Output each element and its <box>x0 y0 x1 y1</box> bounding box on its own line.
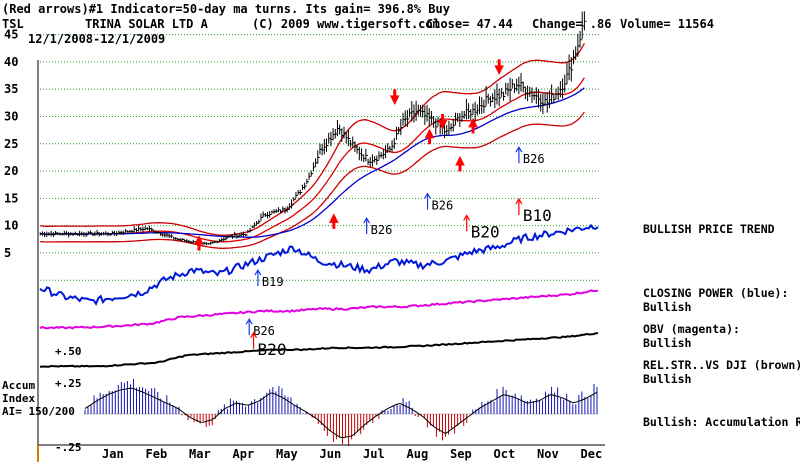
accum-ai-value: AI= 150/200 <box>2 405 75 418</box>
close-value: Close= 47.44 <box>426 17 513 31</box>
sell-arrow-red <box>494 59 504 75</box>
x-tick-label: Feb <box>146 447 168 461</box>
y-tick-label: 25 <box>4 137 18 151</box>
accum-ma-line <box>84 387 598 439</box>
change-value: Change= .86 <box>532 17 612 31</box>
signal-arrows: B26 B26 B20 B10 B26 B19 B26 B20 <box>194 59 552 359</box>
x-tick-label: Sep <box>450 447 472 461</box>
relstr-level-label: +.50 <box>55 345 82 358</box>
price-bands <box>40 42 585 249</box>
indicator-title: (Red arrows)#1 Indicator=50-day ma turns… <box>2 2 450 16</box>
signal-label: B10 <box>523 206 552 225</box>
y-tick-label: 30 <box>4 109 18 123</box>
signal-label: B26 <box>432 199 454 213</box>
relstr-line <box>39 332 599 368</box>
signal-label: B20 <box>258 340 287 359</box>
company-name: TRINA SOLAR LTD A <box>85 17 208 31</box>
y-tick-label: 10 <box>4 219 18 233</box>
lower-band <box>40 111 585 249</box>
y-tick-label: 5 <box>4 246 11 260</box>
signal-label: B19 <box>262 275 284 289</box>
axis-ticks: 5 10 15 20 25 30 35 40 45 Jan Feb Mar Apr May Jun Jul Au… <box>4 28 605 461</box>
y-tick-label: 15 <box>4 191 18 205</box>
indicator-lines: +.50 <box>39 223 599 368</box>
signal-label: B26 <box>371 223 393 237</box>
sell-arrow-red <box>437 113 448 130</box>
date-range: 12/1/2008-12/1/2009 <box>28 32 166 46</box>
moving-averages <box>40 77 585 243</box>
x-tick-label: Apr <box>233 447 255 461</box>
x-tick-label: Jul <box>363 447 385 461</box>
signal-label: B26 <box>253 324 275 338</box>
accum-top-level: +.25 <box>55 377 82 390</box>
x-tick-label: Mar <box>189 447 211 461</box>
signal-label: B20 <box>471 222 500 241</box>
obv-label: OBV (magenta): <box>643 322 740 336</box>
obv-line <box>39 289 599 330</box>
accum-summary: Bullish: Accumulation Rising <box>643 415 800 429</box>
x-tick-label: Dec <box>581 447 603 461</box>
y-tick-label: 40 <box>4 55 18 69</box>
y-tick-label: 20 <box>4 164 18 178</box>
signal-arrow <box>363 216 371 235</box>
upper-band <box>40 42 585 236</box>
price-bars <box>39 11 587 246</box>
x-tick-label: Jan <box>102 447 124 461</box>
x-tick-label: Jun <box>320 447 342 461</box>
accum-bottom-level: -.25 <box>55 441 82 454</box>
x-tick-label: Nov <box>537 447 559 461</box>
sell-arrow-red <box>389 89 400 106</box>
signal-label: B26 <box>523 152 545 166</box>
buy-arrow-red <box>468 117 478 134</box>
x-tick-label: May <box>276 447 298 461</box>
obv-value: Bullish <box>643 336 692 350</box>
accum-title-2: Index <box>2 392 36 405</box>
buy-arrow-red <box>424 128 435 145</box>
buy-arrow-red <box>194 235 204 251</box>
ticker-symbol: TSL <box>2 17 24 31</box>
signal-arrow <box>250 331 258 349</box>
signal-arrow <box>254 268 262 287</box>
buy-arrow-red <box>329 213 339 229</box>
signal-arrow <box>463 214 471 232</box>
accum-index-histogram <box>84 378 598 446</box>
ma-50 <box>40 87 585 238</box>
price-gridlines <box>40 34 600 281</box>
closing-power-line <box>39 223 599 306</box>
closing-power-label: CLOSING POWER (blue): <box>643 286 789 300</box>
volume-value: Volume= 11564 <box>620 17 714 31</box>
relstr-label: REL.STR..VS DJI (brown): <box>643 358 800 372</box>
trend-label: BULLISH PRICE TREND <box>643 222 775 236</box>
signal-arrow <box>515 146 523 164</box>
x-tick-label: Aug <box>407 447 429 461</box>
buy-arrow-red <box>455 155 465 172</box>
signal-arrow <box>515 197 523 216</box>
x-tick-label: Oct <box>494 447 516 461</box>
accum-title-1: Accum <box>2 379 36 392</box>
signal-arrow <box>424 192 432 210</box>
closing-power-value: Bullish <box>643 300 692 314</box>
y-tick-label: 45 <box>4 28 18 42</box>
relstr-value: Bullish <box>643 372 692 386</box>
y-tick-label: 35 <box>4 82 18 96</box>
copyright-text: (C) 2009 www.tigersoft.com <box>252 17 440 31</box>
signal-arrow <box>245 317 253 336</box>
ma-21 <box>40 77 585 243</box>
